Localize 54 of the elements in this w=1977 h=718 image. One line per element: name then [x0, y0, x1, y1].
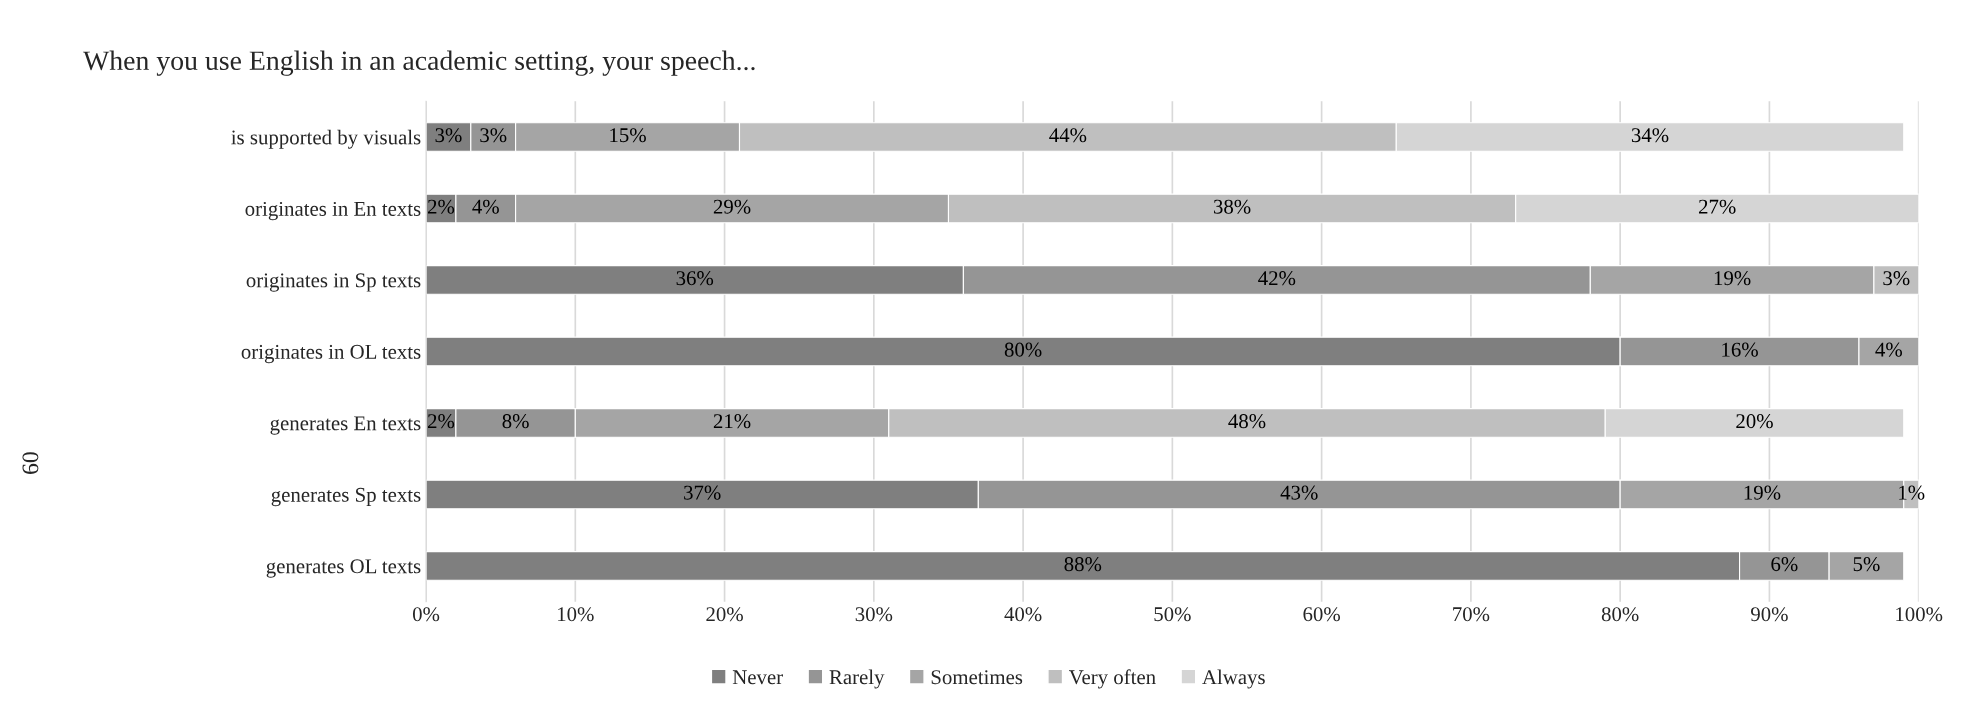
data-label: 5% [1853, 557, 1880, 572]
y-tick-label: is supported by visuals [231, 129, 421, 149]
data-label: 4% [1875, 342, 1902, 357]
data-label: 6% [1771, 557, 1798, 572]
x-tick-label: 50% [1154, 607, 1191, 622]
y-tick-label: generates Sp texts [271, 487, 421, 507]
data-label: 42% [1258, 271, 1296, 286]
data-label: 20% [1736, 414, 1773, 429]
x-tick-label: 100% [1896, 607, 1943, 622]
data-label: 43% [1280, 485, 1318, 500]
data-label: 48% [1228, 414, 1266, 429]
data-label: 19% [1714, 271, 1751, 286]
y-tick-label: generates En texts [270, 416, 421, 435]
x-tick-label: 40% [1004, 607, 1042, 622]
x-tick-label: 10% [558, 607, 594, 622]
data-label: 38% [1213, 199, 1251, 214]
data-label: 3% [435, 128, 462, 143]
text: 60 [22, 452, 39, 474]
chart-title: When you use English in an academic setting, your speech... [83, 50, 755, 76]
data-label: 29% [713, 199, 751, 214]
x-tick-label: 20% [706, 607, 743, 622]
data-label: 1% [1899, 485, 1925, 500]
data-label: 80% [1004, 342, 1042, 357]
data-label: 4% [472, 199, 499, 214]
data-label: 3% [1883, 271, 1910, 286]
x-tick-label: 60% [1303, 607, 1341, 622]
data-label: 88% [1064, 557, 1102, 572]
y-tick-label: originates in OL texts [241, 344, 421, 364]
data-label: 3% [480, 128, 507, 143]
data-label: 16% [1722, 342, 1758, 357]
x-tick-label: 70% [1453, 607, 1490, 622]
legend-label: Very often [1069, 669, 1156, 689]
x-tick-label: 0% [412, 607, 440, 622]
data-label: 36% [676, 271, 714, 286]
x-tick-label: 30% [855, 607, 893, 622]
data-label: 34% [1631, 128, 1669, 143]
data-label: 15% [610, 128, 646, 143]
data-label: 27% [1698, 199, 1736, 214]
x-tick-label: 90% [1750, 607, 1788, 622]
legend-label: Rarely [829, 669, 885, 689]
data-label: 8% [502, 414, 529, 429]
data-label: 19% [1744, 485, 1781, 500]
legend-label: Sometimes [931, 670, 1023, 685]
data-label: 21% [713, 414, 751, 429]
x-tick-label: 80% [1601, 607, 1639, 622]
data-label: 2% [428, 199, 455, 214]
data-label: 37% [684, 485, 721, 500]
data-label: 2% [428, 414, 455, 429]
y-tick-label: originates in En texts [245, 201, 421, 221]
legend-label: Always [1202, 669, 1265, 689]
y-tick-label: originates in Sp texts [246, 273, 421, 292]
y-tick-label: generates OL texts [266, 559, 421, 578]
legend-label: Never [732, 670, 783, 685]
data-label: 44% [1049, 128, 1087, 143]
